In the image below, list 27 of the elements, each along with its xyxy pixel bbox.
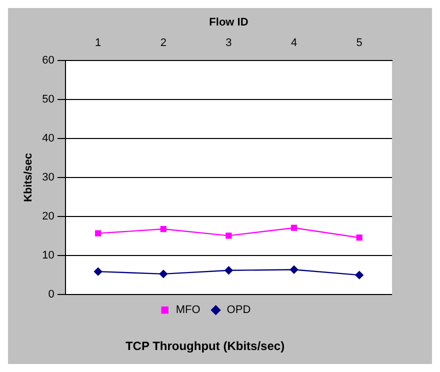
x-tick-label: 3 (226, 36, 232, 49)
y-tick-label: 50 (42, 93, 54, 106)
legend-label: MFO (176, 304, 201, 316)
point (290, 266, 298, 274)
x-tick-label: 2 (160, 36, 166, 49)
point (224, 266, 233, 274)
legend-label: OPD (226, 304, 251, 316)
point (355, 270, 364, 280)
point (95, 230, 102, 236)
y-tick-label: 10 (42, 250, 54, 262)
x-tick-label: 1 (95, 36, 102, 49)
x-tick-label: 5 (356, 36, 362, 49)
y-tick-label: 0 (48, 288, 54, 301)
y-tick-label: 40 (42, 132, 54, 144)
point (226, 232, 232, 239)
point (94, 267, 102, 276)
x-tick-label: 4 (290, 36, 298, 49)
y-tick-label: 30 (42, 172, 54, 184)
point (356, 234, 362, 241)
point (290, 224, 298, 231)
y-tick-label: 60 (42, 54, 54, 66)
y-tick-label: 20 (42, 210, 54, 223)
text: TCP Throughput (Kbits/sec) (125, 339, 285, 354)
point (159, 270, 168, 278)
point (160, 226, 166, 232)
x-axis-title: Flow ID (209, 16, 248, 29)
y-axis-title: Kbits/sec (22, 153, 35, 202)
